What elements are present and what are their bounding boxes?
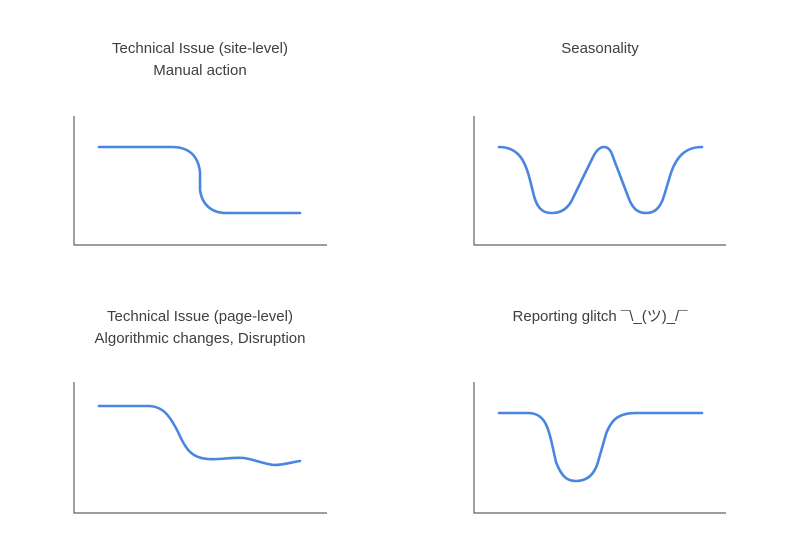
gradual-decline-trend-chart xyxy=(73,382,327,514)
panel-title-line-1: Reporting glitch ¯\_(ツ)_/¯ xyxy=(512,308,688,325)
panel-title: Reporting glitch ¯\_(ツ)_/¯ xyxy=(400,306,800,328)
step-down-trend-chart xyxy=(73,116,327,246)
panel-reporting-glitch: Reporting glitch ¯\_(ツ)_/¯ xyxy=(400,280,800,560)
double-dip-trend-chart xyxy=(473,116,726,246)
traffic-trend-line xyxy=(497,411,704,483)
traffic-trend-line xyxy=(97,404,302,467)
chart-axes xyxy=(73,382,327,514)
panel-title-line-1: Seasonality xyxy=(561,40,639,57)
panel-page-level-issue: Technical Issue (page-level) Algorithmic… xyxy=(0,280,400,560)
panel-title-line-2: Manual action xyxy=(153,62,247,79)
traffic-trend-line xyxy=(97,145,302,215)
temporary-dip-trend-chart xyxy=(473,382,726,514)
chart-axes xyxy=(473,382,726,514)
traffic-trend-line xyxy=(497,145,704,215)
panel-seasonality: Seasonality xyxy=(400,0,800,280)
panel-site-level-issue: Technical Issue (site-level) Manual acti… xyxy=(0,0,400,280)
panel-title-line-1: Technical Issue (page-level) xyxy=(107,308,293,325)
chart-axes xyxy=(73,116,327,246)
panel-title-line-2: Algorithmic changes, Disruption xyxy=(94,330,306,347)
panel-title: Technical Issue (page-level) Algorithmic… xyxy=(0,306,400,350)
panel-title: Seasonality xyxy=(400,38,800,60)
panel-title-line-1: Technical Issue (site-level) xyxy=(112,40,288,57)
chart-axes xyxy=(473,116,726,246)
panel-title: Technical Issue (site-level) Manual acti… xyxy=(0,38,400,82)
